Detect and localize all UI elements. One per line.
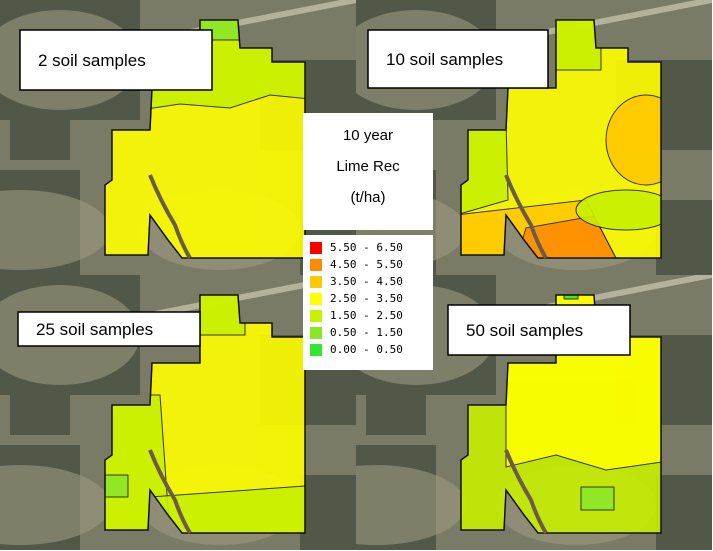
legend-box [303, 235, 433, 370]
panel-label-box [447, 304, 631, 356]
panel-label-box [19, 29, 213, 91]
legend-swatch [310, 310, 322, 322]
field-boundary [104, 19, 306, 259]
soil-zone [105, 474, 129, 498]
creek [148, 174, 192, 260]
creek [504, 449, 548, 535]
legend-label: 5.50 - 6.50 [330, 241, 403, 254]
tree-cover [300, 475, 356, 550]
legend-swatch [310, 276, 322, 288]
field-boundary [460, 19, 662, 259]
legend-label: 0.00 - 0.50 [330, 343, 403, 356]
panel-label: 25 soil samples [36, 320, 153, 339]
legend-label: 2.50 - 3.50 [330, 292, 403, 305]
legend-swatch [310, 293, 322, 305]
legend-swatch [310, 242, 322, 254]
panel-label: 10 soil samples [386, 50, 503, 69]
legend-swatch [310, 327, 322, 339]
creek [504, 174, 548, 260]
legend-label: 1.50 - 2.50 [330, 309, 403, 322]
panel-label: 2 soil samples [38, 51, 146, 70]
legend-label: 0.50 - 1.50 [330, 326, 403, 339]
panel-label-box [17, 311, 201, 347]
creek [148, 449, 192, 535]
paddock [0, 190, 110, 270]
tree-cover [366, 395, 426, 435]
legend-label: 3.50 - 4.50 [330, 275, 403, 288]
tree-cover [10, 120, 70, 160]
legend-title: (t/ha) [350, 189, 385, 206]
legend-swatch [310, 259, 322, 271]
legend-swatch [310, 344, 322, 356]
paddock [0, 465, 110, 545]
legend-title: Lime Rec [336, 158, 400, 175]
panel-label-box [367, 29, 549, 89]
tree-cover [10, 395, 70, 435]
panel-label: 50 soil samples [466, 321, 583, 340]
legend-label: 4.50 - 5.50 [330, 258, 403, 271]
field-zones [105, 295, 305, 533]
field-zones [461, 20, 661, 258]
soil-zone [575, 189, 661, 231]
soil-zone [580, 486, 615, 511]
tree-cover [656, 200, 712, 275]
soil-zone [605, 94, 661, 186]
field-boundary [104, 294, 306, 534]
tree-cover [656, 475, 712, 550]
legend-title: 10 year [343, 127, 393, 144]
legend-title-box [303, 113, 433, 230]
paddock [356, 465, 466, 545]
